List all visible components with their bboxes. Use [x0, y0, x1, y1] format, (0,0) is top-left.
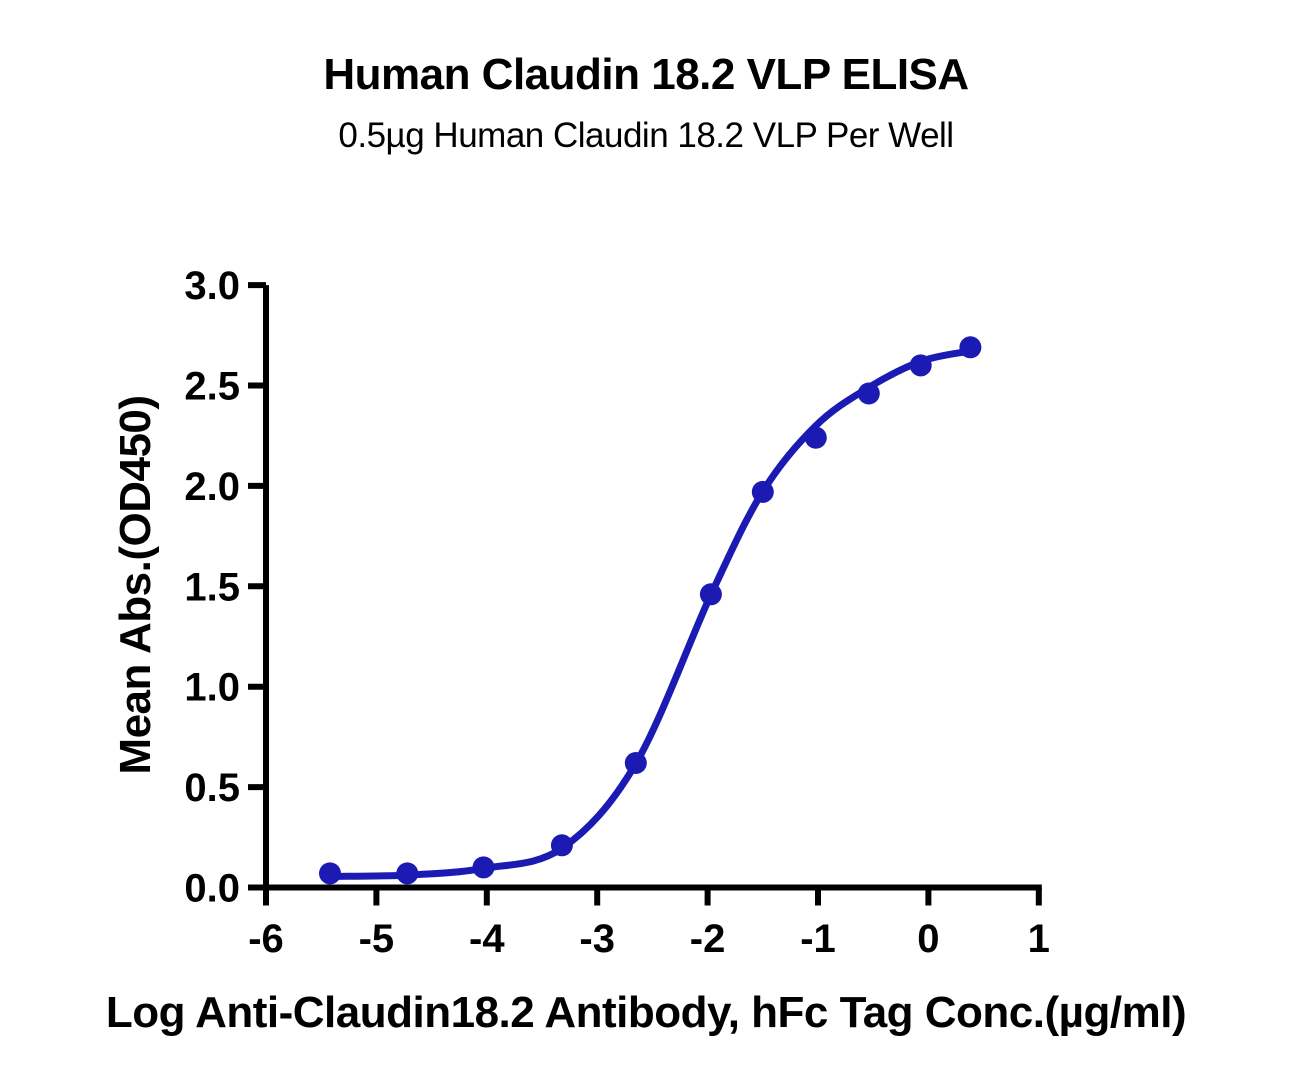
y-tick-label: 3.0	[184, 264, 240, 308]
data-point-marker	[624, 752, 647, 774]
data-point-marker	[319, 862, 341, 885]
x-tick-label: 0	[917, 917, 939, 961]
data-point-marker	[751, 480, 774, 503]
y-tick-label: 0.5	[184, 766, 240, 810]
fit-curve-line	[326, 347, 972, 880]
x-tick-label: -6	[248, 917, 284, 961]
curve-layer	[326, 347, 972, 880]
y-tick-label: 1.0	[184, 666, 240, 710]
x-tick-label: 1	[1028, 917, 1050, 961]
y-tick-label: 0.0	[184, 867, 240, 911]
x-tick-label: -3	[579, 917, 615, 961]
tick-label-layer: 0.0 0.5 1.0 1.5 2.0 2.5 3.0 -6 -5 -4 -3 -2 -1 0 1	[184, 264, 1050, 961]
data-point-marker	[959, 336, 982, 359]
x-axis-title: Log Anti-Claudin18.2 Antibody, hFc Tag C…	[105, 988, 1187, 1037]
data-point-marker	[396, 862, 419, 885]
points-layer	[319, 336, 982, 885]
data-point-marker	[804, 426, 827, 449]
x-tick-label: -4	[469, 917, 505, 961]
data-point-marker	[472, 856, 495, 879]
x-tick-label: -1	[800, 917, 836, 961]
y-tick-label: 1.5	[184, 565, 240, 609]
chart-title: Human Claudin 18.2 VLP ELISA	[323, 50, 969, 99]
y-tick-label: 2.0	[184, 465, 240, 509]
axes-layer	[248, 282, 1042, 906]
x-tick-label: -5	[359, 917, 395, 961]
chart-subtitle: 0.5µg Human Claudin 18.2 VLP Per Well	[338, 116, 954, 155]
data-point-marker	[699, 583, 722, 606]
data-point-marker	[550, 834, 573, 857]
y-tick-label: 2.5	[184, 365, 240, 409]
data-point-marker	[909, 354, 932, 377]
data-point-marker	[857, 382, 880, 405]
x-tick-label: -2	[690, 917, 726, 961]
